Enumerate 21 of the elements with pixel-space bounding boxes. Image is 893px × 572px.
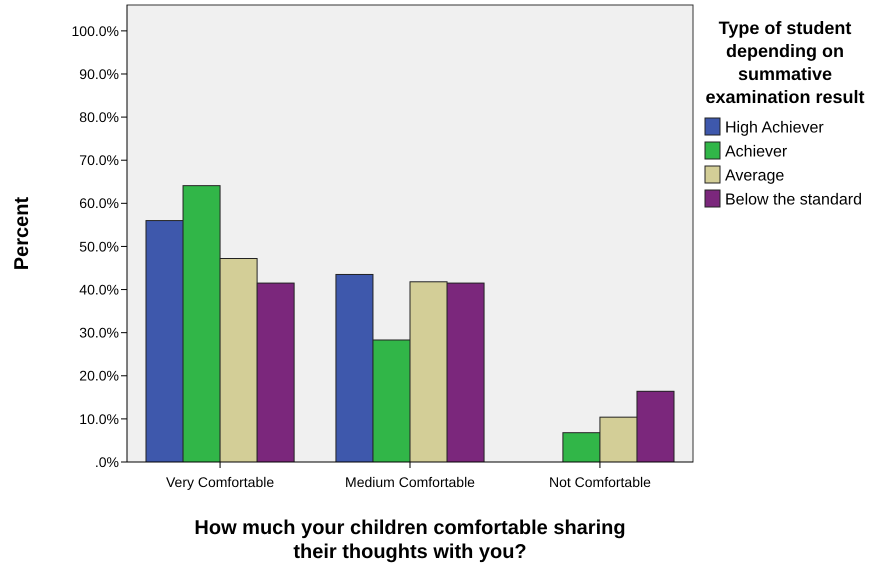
x-tick-label: Very Comfortable (166, 474, 274, 490)
y-tick-label: 50.0% (79, 238, 119, 254)
y-tick-label: .0% (94, 454, 119, 470)
y-tick-label: 90.0% (79, 66, 119, 82)
y-tick-label: 40.0% (79, 281, 119, 298)
y-axis-title: Percent (11, 196, 33, 270)
x-axis-title: How much your children comfortable sharing their thoughts with you? (194, 517, 626, 563)
y-tick-label: 10.0% (79, 410, 119, 427)
legend-label: Average (725, 168, 784, 185)
y-tick-label: 20.0% (79, 368, 119, 384)
y-tick-label: 30.0% (79, 324, 119, 341)
legend-title: Type of student depending on summative examination result (705, 18, 865, 107)
y-tick-label: 60.0% (79, 195, 119, 212)
y-tick-label: 100.0% (72, 22, 119, 39)
legend-label: Below the standard (725, 192, 862, 209)
x-tick-label: Not Comfortable (548, 474, 652, 490)
legend-label: High Achiever (725, 120, 824, 137)
legend-label: Achiever (725, 144, 788, 161)
x-tick-label: Medium Comfortable (345, 474, 476, 490)
y-tick-label: 70.0% (79, 152, 119, 168)
y-tick-label: 80.0% (79, 108, 119, 125)
